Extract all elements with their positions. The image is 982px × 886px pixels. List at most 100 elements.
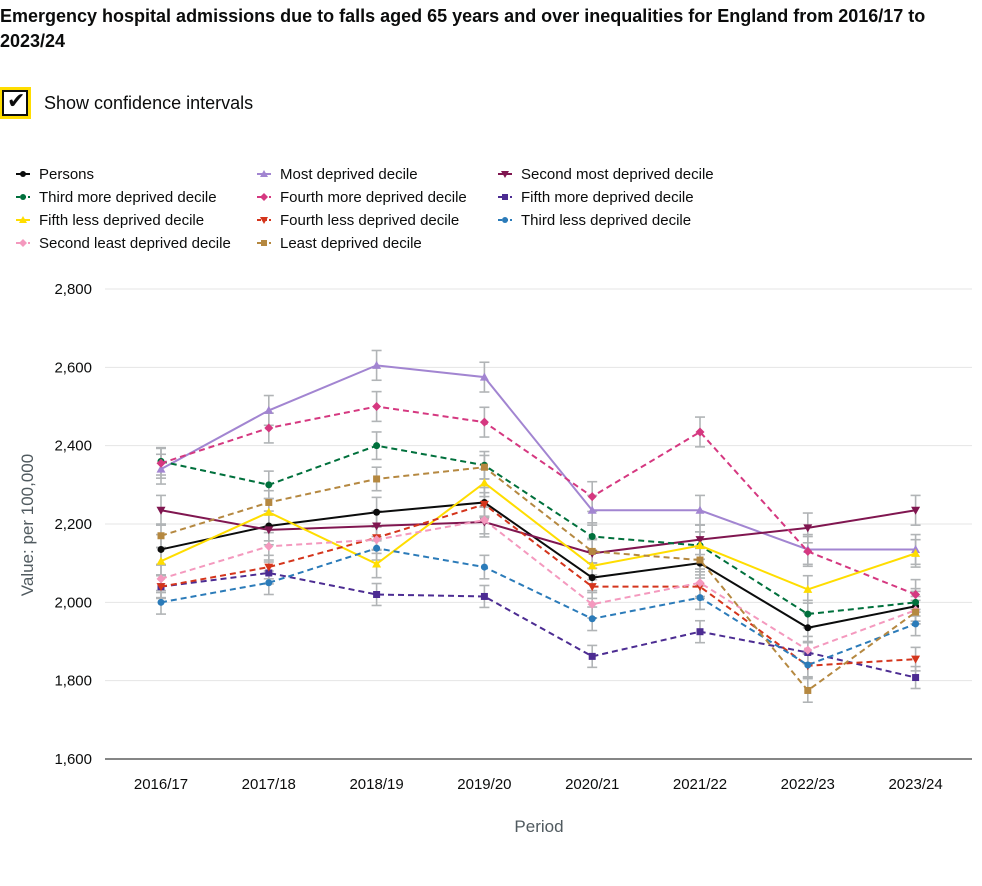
data-point [588, 547, 596, 555]
data-point [912, 608, 920, 616]
legend-item[interactable]: Persons [16, 166, 94, 183]
legend-item[interactable]: Least deprived decile [257, 235, 422, 252]
x-tick-label: 2021/22 [673, 776, 727, 793]
data-point [480, 563, 488, 571]
data-point [372, 402, 382, 411]
data-point [264, 423, 274, 433]
data-point [695, 536, 705, 545]
data-point [480, 592, 488, 600]
data-point [260, 217, 268, 224]
legend[interactable]: Persons Most deprived decile Second most d… [16, 166, 714, 252]
y-tick-label: 2,000 [54, 594, 92, 611]
legend-item[interactable]: Second least deprived decile [16, 235, 231, 252]
x-tick-label: 2016/17 [134, 776, 188, 793]
legend-label: Third less deprived decile [521, 212, 691, 229]
series [157, 544, 920, 669]
data-point [19, 216, 27, 223]
data-point [587, 561, 597, 570]
legend-item[interactable]: Fourth more deprived decile [257, 189, 467, 206]
data-point [695, 541, 705, 550]
series-line [160, 501, 916, 629]
data-point [696, 594, 704, 602]
confidence-interval-toggle[interactable]: ✔ Show confidence intervals [0, 87, 253, 119]
x-tick-label: 2017/18 [242, 776, 296, 793]
data-point [260, 170, 268, 177]
series [156, 402, 921, 599]
y-tick-label: 2,800 [54, 281, 92, 298]
data-point [912, 674, 920, 682]
x-tick-label: 2019/20 [457, 776, 511, 793]
data-point [911, 590, 921, 599]
data-point [804, 686, 812, 694]
data-point [157, 532, 165, 540]
data-point [502, 217, 508, 223]
data-point [479, 417, 489, 427]
data-point [912, 598, 920, 606]
x-axis-title: Period [514, 817, 563, 836]
data-point [156, 574, 166, 584]
legend-item[interactable]: Fifth less deprived decile [16, 212, 204, 229]
data-point [264, 563, 274, 572]
data-point [480, 463, 488, 471]
data-point [156, 464, 166, 473]
legend-label: Fourth less deprived decile [280, 212, 459, 229]
data-point [372, 522, 382, 531]
y-axis-title: Value: per 100,000 [18, 454, 37, 596]
data-point [911, 548, 921, 557]
legend-label: Third more deprived decile [39, 189, 217, 206]
data-point [695, 578, 705, 588]
data-point [372, 559, 382, 568]
data-point [501, 171, 509, 178]
data-point [264, 541, 274, 551]
series [156, 515, 921, 655]
legend-item[interactable]: Most deprived decile [257, 166, 418, 183]
series-line [160, 481, 916, 591]
data-point [803, 584, 813, 593]
data-point [157, 545, 165, 553]
series-line [160, 509, 916, 555]
data-point [157, 598, 165, 606]
legend-label: Fifth less deprived decile [39, 212, 204, 229]
legend-item[interactable]: Third less deprived decile [498, 212, 691, 229]
data-point [803, 524, 813, 533]
x-tick-label: 2020/21 [565, 776, 619, 793]
data-point [264, 507, 274, 516]
x-tick-label: 2018/19 [349, 776, 403, 793]
confidence-interval-label: Show confidence intervals [44, 92, 254, 113]
legend-item[interactable]: Second most deprived decile [498, 166, 714, 183]
legend-label: Persons [39, 166, 94, 183]
data-point [696, 556, 704, 564]
y-tick-label: 2,400 [54, 438, 92, 455]
legend-label: Fourth more deprived decile [280, 189, 467, 206]
data-point [265, 481, 273, 489]
legend-item[interactable]: Fifth more deprived decile [498, 189, 694, 206]
data-point [373, 475, 381, 483]
data-point [911, 506, 921, 515]
data-point [373, 508, 381, 516]
data-point [911, 655, 921, 664]
data-point [20, 171, 26, 177]
legend-item[interactable]: Fourth less deprived decile [257, 212, 459, 229]
data-point [479, 515, 489, 525]
data-point [803, 645, 813, 655]
data-point [265, 579, 273, 587]
legend-label: Most deprived decile [280, 166, 418, 183]
data-point [156, 506, 166, 515]
data-point [479, 500, 489, 509]
series [157, 463, 920, 694]
data-point [588, 615, 596, 623]
data-point [373, 544, 381, 552]
y-tick-label: 2,600 [54, 359, 92, 376]
chart-title: Emergency hospital admissions due to fal… [0, 6, 926, 51]
legend-label: Second most deprived decile [521, 166, 714, 183]
data-point [156, 458, 166, 468]
grid-lines [105, 288, 972, 760]
data-point [587, 583, 597, 592]
data-point [587, 492, 597, 502]
series-line [160, 547, 916, 667]
legend-item[interactable]: Third more deprived decile [16, 189, 217, 206]
confidence-interval-checkbox[interactable]: ✔ [2, 90, 28, 116]
data-point [695, 427, 705, 437]
data-point [264, 405, 274, 414]
y-tick-label: 1,600 [54, 751, 92, 768]
